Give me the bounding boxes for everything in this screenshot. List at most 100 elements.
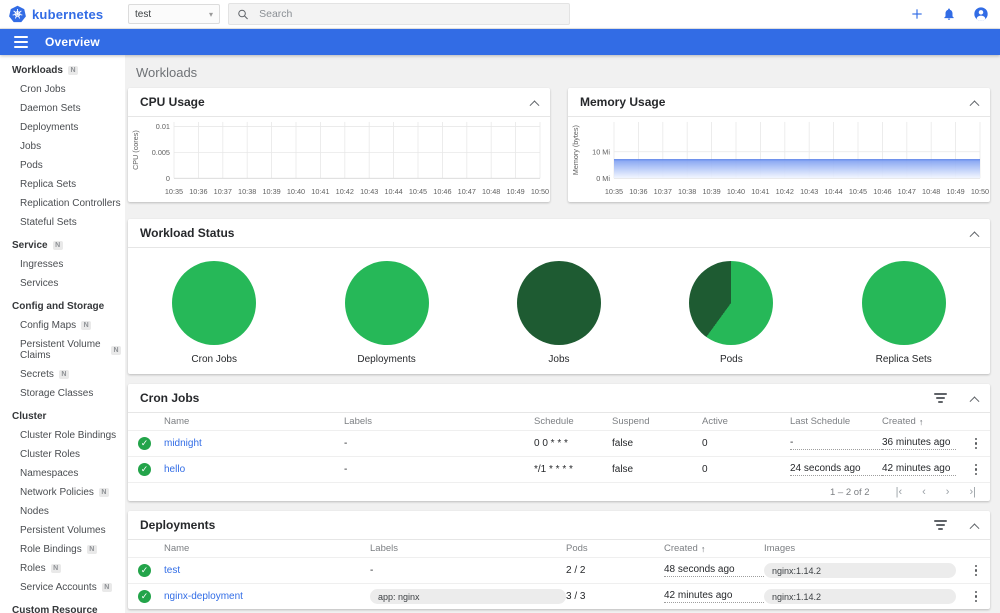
svg-text:10:39: 10:39	[702, 187, 720, 196]
sort-ascending-icon: ↑	[700, 543, 706, 554]
deployments-card: Deployments Name Labels Pods Created ↑ Images…	[128, 511, 990, 609]
column-header-last-schedule[interactable]: Last Schedule	[790, 416, 851, 427]
row-actions-kebab-icon[interactable]	[972, 562, 981, 580]
resource-link[interactable]: nginx-deployment	[164, 591, 243, 602]
column-header-pods[interactable]: Pods	[566, 543, 588, 554]
column-header-images[interactable]: Images	[764, 543, 796, 554]
row-actions-kebab-icon[interactable]	[972, 435, 981, 453]
sidebar-section-config-and-storage[interactable]: Config and Storage	[0, 293, 125, 316]
row-actions-kebab-icon[interactable]	[972, 461, 981, 479]
column-header-labels[interactable]: Labels	[370, 543, 398, 554]
top-bar: kubernetes test ▾	[0, 0, 1000, 29]
collapse-status-card-icon[interactable]	[969, 230, 980, 241]
svg-text:10:35: 10:35	[165, 187, 183, 196]
first-page-button[interactable]: |‹	[895, 485, 903, 498]
sidebar-item-ingresses[interactable]: Ingresses	[0, 255, 125, 274]
sidebar-item-label: Role Bindings	[20, 544, 82, 555]
next-page-button[interactable]: ›	[945, 485, 950, 498]
previous-page-button[interactable]: ‹	[922, 485, 926, 498]
column-header-suspend[interactable]: Suspend	[612, 416, 650, 427]
namespaced-badge: N	[67, 66, 78, 75]
sidebar-nav: Workloads N Cron Jobs Daemon Sets Deployment…	[0, 55, 125, 613]
svg-text:10:38: 10:38	[238, 187, 256, 196]
sidebar-item-persistent-volume-claims[interactable]: Persistent Volume Claims N	[0, 335, 125, 365]
sidebar-item-services[interactable]: Services	[0, 274, 125, 293]
create-resource-button[interactable]	[908, 5, 926, 23]
column-header-name[interactable]: Name	[164, 543, 190, 554]
resource-link[interactable]: test	[164, 565, 181, 576]
memory-usage-chart: 10:35 10:36 10:37 10:38 10:39 10:40 10:41 10:42…	[571, 121, 989, 196]
collapse-deployments-card-icon[interactable]	[969, 522, 980, 533]
main-content: Workloads CPU Usage 10:35 10:36 10:37 10:38…	[125, 55, 1000, 613]
sidebar-item-label: Namespaces	[20, 468, 79, 479]
sidebar-item-secrets[interactable]: Secrets N	[0, 365, 125, 384]
resource-link[interactable]: midnight	[164, 438, 202, 449]
sidebar-item-namespaces[interactable]: Namespaces	[0, 464, 125, 483]
sidebar-item-role-bindings[interactable]: Role Bindings N	[0, 540, 125, 559]
sidebar-section-cluster[interactable]: Cluster	[0, 403, 125, 426]
sidebar-item-label: Jobs	[20, 141, 42, 152]
svg-text:10:50: 10:50	[971, 187, 989, 196]
sidebar-item-nodes[interactable]: Nodes	[0, 502, 125, 521]
sidebar-section-custom-resource-definitions[interactable]: Custom Resource Definitions	[0, 597, 125, 613]
svg-text:10:45: 10:45	[849, 187, 867, 196]
sidebar-item-cluster-role-bindings[interactable]: Cluster Role Bindings	[0, 426, 125, 445]
sidebar-item-cron-jobs[interactable]: Cron Jobs	[0, 80, 125, 99]
account-button[interactable]	[972, 5, 990, 23]
sidebar-item-persistent-volumes[interactable]: Persistent Volumes	[0, 521, 125, 540]
notifications-button[interactable]	[940, 5, 958, 23]
deployments-title: Deployments	[140, 518, 216, 532]
resource-link[interactable]: hello	[164, 464, 186, 475]
label-chip: app: nginx	[370, 589, 566, 604]
row-actions-kebab-icon[interactable]	[972, 588, 981, 606]
sidebar-item-storage-classes[interactable]: Storage Classes	[0, 384, 125, 403]
svg-text:10:40: 10:40	[727, 187, 745, 196]
column-header-schedule[interactable]: Schedule	[534, 416, 574, 427]
sidebar-item-pods[interactable]: Pods	[0, 156, 125, 175]
sidebar-item-network-policies[interactable]: Network Policies N	[0, 483, 125, 502]
sidebar-item-replication-controllers[interactable]: Replication Controllers	[0, 194, 125, 213]
namespace-selector[interactable]: test ▾	[128, 4, 220, 24]
collapse-cronjobs-card-icon[interactable]	[969, 395, 980, 406]
sidebar-item-service-accounts[interactable]: Service Accounts N	[0, 578, 125, 597]
last-page-button[interactable]: ›|	[969, 485, 976, 498]
column-header-created[interactable]: Created ↑	[882, 416, 924, 427]
cell-value: 0 0 * * *	[534, 438, 568, 449]
workload-pie-deployments: Deployments	[307, 261, 467, 365]
namespaced-badge: N	[86, 545, 97, 554]
filter-icon[interactable]	[932, 391, 949, 405]
sidebar-item-replica-sets[interactable]: Replica Sets	[0, 175, 125, 194]
sidebar-item-deployments[interactable]: Deployments	[0, 118, 125, 137]
column-header-name[interactable]: Name	[164, 416, 190, 427]
kubernetes-logo[interactable]: kubernetes	[8, 5, 120, 24]
sidebar-item-cluster-roles[interactable]: Cluster Roles	[0, 445, 125, 464]
deployments-table: Name Labels Pods Created ↑ Images ✓ test - 2 / 2 4…	[128, 540, 990, 609]
collapse-cpu-card-icon[interactable]	[529, 99, 540, 110]
column-header-labels[interactable]: Labels	[344, 416, 372, 427]
menu-toggle-button[interactable]	[14, 36, 28, 48]
sidebar-section-service[interactable]: Service N	[0, 232, 125, 255]
sidebar-section-workloads[interactable]: Workloads N	[0, 57, 125, 80]
search-bar[interactable]	[228, 3, 570, 25]
sidebar-item-stateful-sets[interactable]: Stateful Sets	[0, 213, 125, 232]
filter-icon[interactable]	[932, 518, 949, 532]
column-header-created[interactable]: Created ↑	[664, 543, 706, 554]
cell-value: -	[344, 438, 348, 449]
sidebar-item-label: Persistent Volumes	[20, 525, 106, 536]
sidebar-item-daemon-sets[interactable]: Daemon Sets	[0, 99, 125, 118]
cpu-usage-chart: 10:35 10:36 10:37 10:38 10:39 10:40 10:41 10:42…	[131, 121, 549, 196]
sidebar-item-label: Cluster Role Bindings	[20, 430, 117, 441]
sidebar-item-roles[interactable]: Roles N	[0, 559, 125, 578]
app-nav-bar: Overview	[0, 29, 1000, 55]
collapse-memory-card-icon[interactable]	[969, 99, 980, 110]
column-header-active[interactable]: Active	[702, 416, 728, 427]
check-circle-icon: ✓	[138, 463, 151, 476]
sidebar-section-label: Service	[12, 240, 48, 251]
sidebar-item-config-maps[interactable]: Config Maps N	[0, 316, 125, 335]
svg-text:10:37: 10:37	[214, 187, 232, 196]
svg-text:10:44: 10:44	[824, 187, 842, 196]
workload-pie-replica-sets: Replica Sets	[824, 261, 984, 365]
search-input[interactable]	[259, 8, 561, 20]
sidebar-item-jobs[interactable]: Jobs	[0, 137, 125, 156]
svg-text:10:46: 10:46	[433, 187, 451, 196]
